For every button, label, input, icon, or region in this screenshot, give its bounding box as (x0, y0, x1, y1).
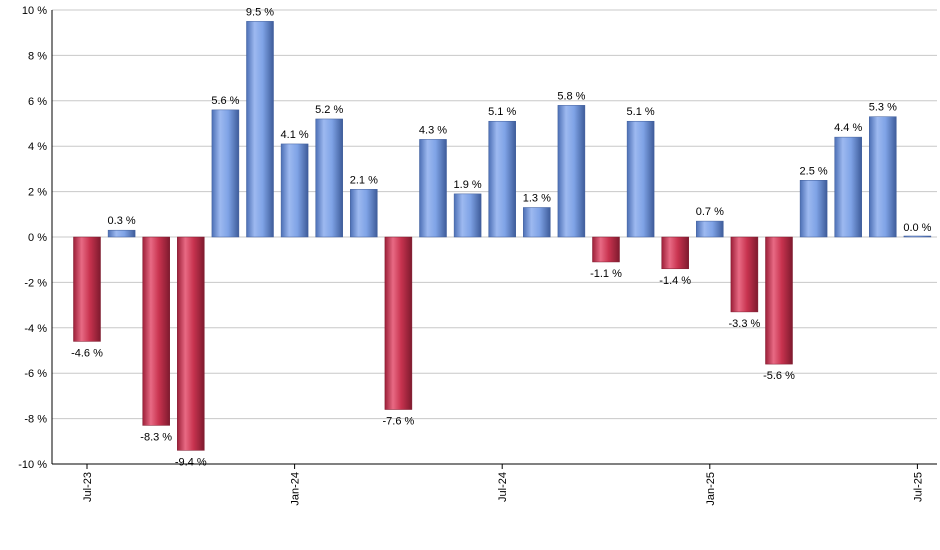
bar-oct-24 (592, 236, 620, 263)
bar-value-label: 5.8 % (557, 90, 585, 102)
y-tick-label: 2 % (28, 187, 47, 199)
bar-nov-24 (626, 120, 655, 238)
bar-value-label: 4.1 % (281, 129, 309, 141)
bar-value-label: 1.9 % (454, 179, 482, 191)
bar-value-label: -5.6 % (763, 370, 795, 382)
y-axis-tick-labels: 10 % 8 % 6 % 4 % 2 % 0 % -2 % -4 % -6 % -8 % -10 % (18, 5, 47, 471)
bar-value-label: -1.4 % (659, 275, 691, 287)
bar-value-label: -9.4 % (175, 456, 207, 468)
bar-value-label: 2.1 % (350, 174, 378, 186)
y-tick-label: -4 % (24, 323, 47, 335)
x-tick-label: Jul-23 (82, 472, 94, 502)
bar-jul-25 (903, 235, 932, 238)
x-tick-label: Jul-24 (497, 472, 509, 502)
bar-value-label: 5.2 % (315, 104, 343, 116)
bar-value-label: 5.6 % (211, 95, 239, 107)
bar-value-label: 2.5 % (800, 165, 828, 177)
bar-value-label: -4.6 % (71, 347, 103, 359)
bar-feb-24 (315, 118, 343, 238)
bar-mar-24 (350, 189, 378, 238)
bar-dec-24 (661, 236, 689, 270)
bar-nov-23 (211, 109, 240, 238)
bar-value-label: 0.7 % (696, 206, 724, 218)
bar-feb-25 (730, 236, 759, 313)
bar-value-label: 5.1 % (488, 106, 516, 118)
bar-jan-24 (280, 143, 309, 238)
y-tick-label: -10 % (18, 459, 47, 471)
bar-jul-23 (73, 236, 101, 342)
y-tick-label: 0 % (28, 232, 47, 244)
x-axis-tick-labels: Jul-23 Jan-24 Jul-24 Jan-25 Jul-25 (82, 472, 924, 506)
y-tick-label: 4 % (28, 141, 47, 153)
bar-apr-24 (384, 236, 413, 410)
bar-value-label: 9.5 % (246, 6, 274, 18)
axes (51, 10, 937, 469)
bar-value-label: 1.3 % (523, 192, 551, 204)
bar-oct-23 (177, 236, 205, 451)
y-tick-label: -6 % (24, 368, 47, 380)
bar-value-label: 5.1 % (627, 106, 655, 118)
bar-jun-25 (869, 116, 897, 238)
bar-aug-24 (523, 207, 551, 238)
bar-mar-25 (765, 236, 793, 365)
y-tick-label: -8 % (24, 414, 47, 426)
bar-value-label: 5.3 % (869, 102, 897, 114)
bars (73, 21, 932, 451)
y-tick-label: 10 % (22, 5, 47, 17)
y-tick-label: 8 % (28, 50, 47, 62)
bar-jun-24 (453, 193, 482, 238)
bar-apr-25 (799, 180, 828, 238)
bar-may-24 (419, 139, 447, 238)
bar-jul-24 (488, 120, 516, 238)
bar-value-label: -3.3 % (729, 318, 761, 330)
bar-value-label: 4.3 % (419, 124, 447, 136)
bar-dec-23 (246, 21, 274, 238)
bar-value-label: -7.6 % (383, 416, 415, 428)
x-tick-label: Jul-25 (912, 472, 924, 502)
bar-may-25 (834, 136, 862, 238)
bar-value-labels: -4.6 % 0.3 % -8.3 % -9.4 % 5.6 % 9.5 % 4.1 % 5.… (71, 6, 932, 468)
bar-value-label: -1.1 % (590, 268, 622, 280)
bar-jan-25 (696, 220, 724, 238)
bar-value-label: 4.4 % (834, 122, 862, 134)
x-tick-label: Jan-24 (290, 472, 302, 506)
y-tick-label: 6 % (28, 96, 47, 108)
x-tick-label: Jan-25 (705, 472, 717, 506)
bar-value-label: 0.0 % (903, 222, 931, 234)
bar-value-label: -8.3 % (140, 431, 172, 443)
bar-aug-23 (107, 229, 136, 238)
bar-sep-24 (557, 105, 586, 238)
bar-value-label: 0.3 % (108, 215, 136, 227)
y-tick-label: -2 % (24, 277, 47, 289)
bar-sep-23 (142, 236, 170, 426)
